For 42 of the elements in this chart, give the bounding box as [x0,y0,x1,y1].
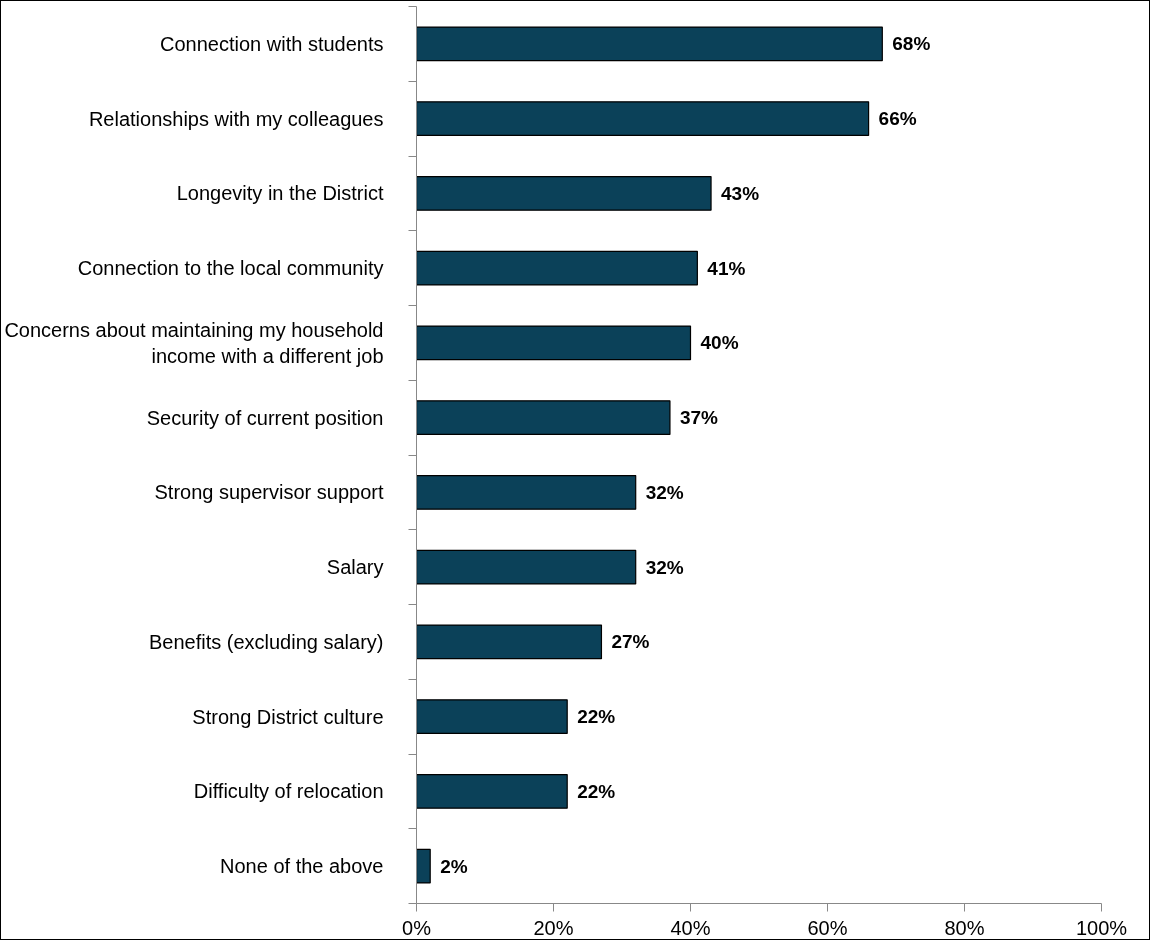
bar [416,848,431,884]
y-tick-label: Longevity in the District [176,182,384,205]
x-tick-label: 20% [533,916,574,939]
data-label: 68% [892,33,931,55]
data-label: 2% [440,855,468,877]
y-tick-label: None of the above [220,855,384,878]
x-tick-label: 80% [944,916,985,939]
data-label: 43% [721,182,760,204]
y-tick-label: Connection to the local community [77,257,384,280]
y-tick-label: Benefits (excluding salary) [148,630,384,653]
y-tick-label: Strong supervisor support [154,481,384,504]
y-tick-label: Relationships with my colleagues [88,107,384,130]
x-tick-label: 0% [402,916,432,939]
x-tick-label: 40% [670,916,711,939]
bar [416,773,568,809]
data-label: 22% [577,780,616,802]
bar [416,549,637,585]
data-label: 66% [878,108,917,130]
data-label: 32% [645,481,684,503]
bar [416,26,883,62]
y-tick-label: Difficulty of relocation [193,780,384,803]
x-tick-label: 60% [807,916,848,939]
bar [416,699,568,735]
data-label: 27% [611,631,650,653]
data-label: 22% [577,706,616,728]
data-label: 40% [700,332,739,354]
bar [416,474,637,510]
y-tick-label: Concerns about maintaining my household income with a different job [4,318,384,368]
bar [416,624,603,660]
data-label: 41% [707,257,746,279]
bar [416,400,671,436]
bar [416,101,870,137]
bar [416,250,698,286]
bar [416,325,692,361]
data-label: 32% [645,556,684,578]
y-tick-label: Salary [326,556,384,579]
y-tick-label: Strong District culture [192,705,384,728]
data-label: 37% [679,407,719,429]
y-tick-label: Connection with students [160,32,384,55]
bar [416,175,712,211]
x-tick-label: 100% [1075,916,1128,939]
y-tick-label: Security of current position [146,406,384,429]
